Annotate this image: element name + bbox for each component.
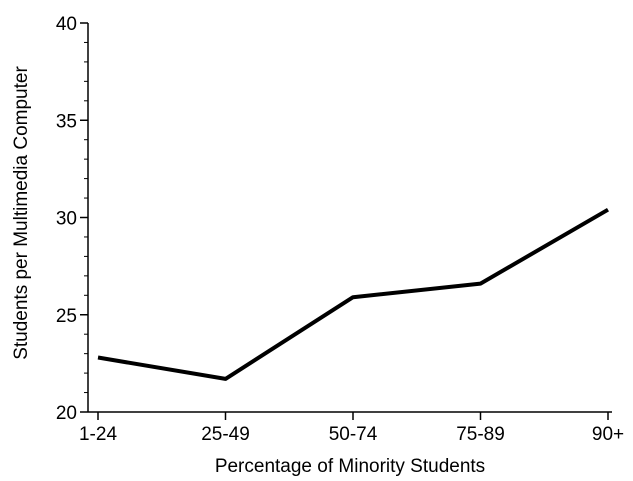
y-axis: 20 25 30 35 40: [56, 14, 88, 424]
y-tick-label: 25: [56, 306, 77, 327]
x-tick-label: 50-74: [329, 424, 378, 445]
y-tick-label: 35: [56, 111, 77, 132]
y-tick-label: 20: [56, 403, 77, 424]
series-line: [98, 210, 608, 379]
x-axis: 1-24 25-49 50-74 75-89 90+: [79, 412, 624, 445]
x-tick-label: 1-24: [79, 424, 117, 445]
x-tick-label: 25-49: [201, 424, 250, 445]
y-axis-label: Students per Multimedia Computer: [11, 66, 32, 360]
y-tick-label: 30: [56, 209, 77, 230]
x-tick-label: 90+: [592, 424, 624, 445]
x-tick-label: 75-89: [456, 424, 505, 445]
x-axis-label: Percentage of Minority Students: [215, 456, 485, 476]
y-tick-label: 40: [56, 14, 77, 35]
series-group: [98, 210, 608, 379]
